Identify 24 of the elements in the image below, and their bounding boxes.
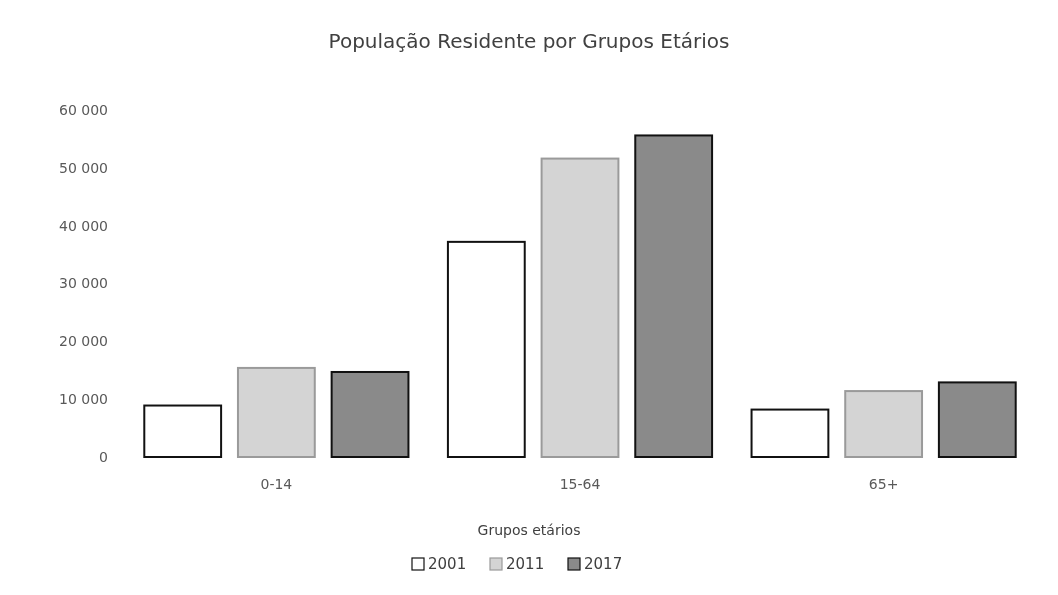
y-tick-label: 40 000 [59,217,108,234]
bar [844,390,924,458]
x-tick-label: 15-64 [559,476,601,492]
y-tick-label: 30 000 [59,275,108,292]
x-tick-label: 0-14 [260,476,293,492]
y-tick-label: 50 000 [59,159,108,176]
bar [143,404,223,458]
bar [937,381,1017,458]
bar [446,240,526,458]
bar [750,408,830,458]
y-tick-label: 20 000 [59,333,108,350]
legend-label: 2001 [428,555,467,573]
y-tick-label: 0 [99,448,108,465]
legend-label: 2017 [584,555,623,573]
bar [330,370,410,458]
y-tick-label: 60 000 [59,101,108,118]
bar [540,157,620,458]
chart-title: População Residente por Grupos Etários [328,29,730,53]
legend-label: 2011 [506,555,545,573]
x-axis-title: Grupos etários [477,522,581,538]
y-tick-label: 10 000 [59,391,108,408]
bar [236,366,316,458]
x-tick-label: 65+ [868,476,899,492]
bar [634,134,714,458]
